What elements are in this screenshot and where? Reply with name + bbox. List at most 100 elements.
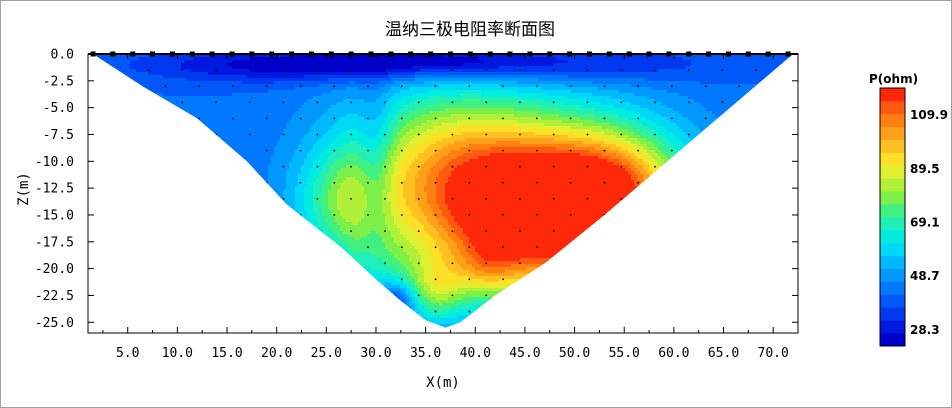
section-cell xyxy=(184,90,188,94)
section-cell xyxy=(139,63,143,67)
section-cell xyxy=(235,99,239,103)
section-cell xyxy=(223,87,227,91)
section-cell xyxy=(238,147,242,151)
section-cell xyxy=(202,66,206,70)
section-cell xyxy=(133,63,137,67)
section-cell xyxy=(187,75,191,79)
section-cell xyxy=(241,75,245,79)
section-cell xyxy=(127,69,131,73)
section-cell xyxy=(235,60,239,64)
section-cell xyxy=(205,60,209,64)
section-cell xyxy=(127,72,131,76)
section-cell xyxy=(187,78,191,82)
section-cell xyxy=(121,66,125,70)
section-cell xyxy=(232,66,236,70)
section-cell xyxy=(133,60,137,64)
section-cell xyxy=(244,132,248,136)
section-cell xyxy=(244,66,248,70)
section-cell xyxy=(196,78,200,82)
section-cell xyxy=(238,72,242,76)
section-cell xyxy=(160,93,164,97)
section-cell xyxy=(178,105,182,109)
section-cell xyxy=(115,60,119,64)
section-cell xyxy=(199,117,203,121)
section-cell xyxy=(184,108,188,112)
section-cell xyxy=(106,60,110,64)
section-cell xyxy=(202,69,206,73)
section-cell xyxy=(211,63,215,67)
section-cell xyxy=(223,57,227,61)
section-cell xyxy=(229,114,233,118)
section-cell xyxy=(220,72,224,76)
section-cell xyxy=(232,144,236,148)
section-cell xyxy=(145,63,149,67)
section-cell xyxy=(208,60,212,64)
section-cell xyxy=(223,126,227,130)
section-cell xyxy=(160,75,164,79)
section-cell xyxy=(205,99,209,103)
section-cell xyxy=(220,57,224,61)
section-cell xyxy=(235,87,239,91)
section-cell xyxy=(157,93,161,97)
section-cell xyxy=(136,75,140,79)
section-cell xyxy=(205,72,209,76)
section-cell xyxy=(160,69,164,73)
section-cell xyxy=(139,72,143,76)
section-cell xyxy=(172,69,176,73)
section-cell xyxy=(232,141,236,145)
section-cell xyxy=(214,99,218,103)
section-cell xyxy=(220,114,224,118)
section-cell xyxy=(184,96,188,100)
section-cell xyxy=(184,75,188,79)
section-cell xyxy=(199,75,203,79)
section-cell xyxy=(220,132,224,136)
section-cell xyxy=(238,84,242,88)
section-cell xyxy=(172,75,176,79)
section-cell xyxy=(208,66,212,70)
section-cell xyxy=(217,84,221,88)
section-cell xyxy=(133,69,137,73)
section-cell xyxy=(235,114,239,118)
section-cell xyxy=(223,114,227,118)
section-cell xyxy=(166,63,170,67)
section-cell xyxy=(187,63,191,67)
section-cell xyxy=(193,102,197,106)
section-cell xyxy=(196,108,200,112)
section-cell xyxy=(157,78,161,82)
section-cell xyxy=(178,90,182,94)
section-cell xyxy=(244,114,248,118)
section-cell xyxy=(124,69,128,73)
section-cell xyxy=(229,78,233,82)
section-cell xyxy=(232,105,236,109)
section-cell xyxy=(142,60,146,64)
section-cell xyxy=(238,90,242,94)
section-cell xyxy=(151,66,155,70)
section-cell xyxy=(193,57,197,61)
section-cell xyxy=(184,60,188,64)
section-cell xyxy=(202,111,206,115)
section-cell xyxy=(124,72,128,76)
section-cell xyxy=(136,54,140,58)
section-cell xyxy=(163,84,167,88)
section-cell xyxy=(217,90,221,94)
section-cell xyxy=(100,57,104,61)
section-cell xyxy=(181,81,185,85)
section-cell xyxy=(232,135,236,139)
section-cell xyxy=(214,90,218,94)
section-cell xyxy=(193,108,197,112)
section-cell xyxy=(238,138,242,142)
section-cell xyxy=(118,63,122,67)
section-cell xyxy=(223,66,227,70)
section-cell xyxy=(118,66,122,70)
section-cell xyxy=(193,72,197,76)
section-cell xyxy=(211,105,215,109)
section-cell xyxy=(241,84,245,88)
section-cell xyxy=(199,96,203,100)
section-cell xyxy=(205,90,209,94)
section-cell xyxy=(223,111,227,115)
section-cell xyxy=(208,108,212,112)
section-cell xyxy=(211,57,215,61)
section-cell xyxy=(229,75,233,79)
section-cell xyxy=(217,75,221,79)
section-cell xyxy=(190,72,194,76)
